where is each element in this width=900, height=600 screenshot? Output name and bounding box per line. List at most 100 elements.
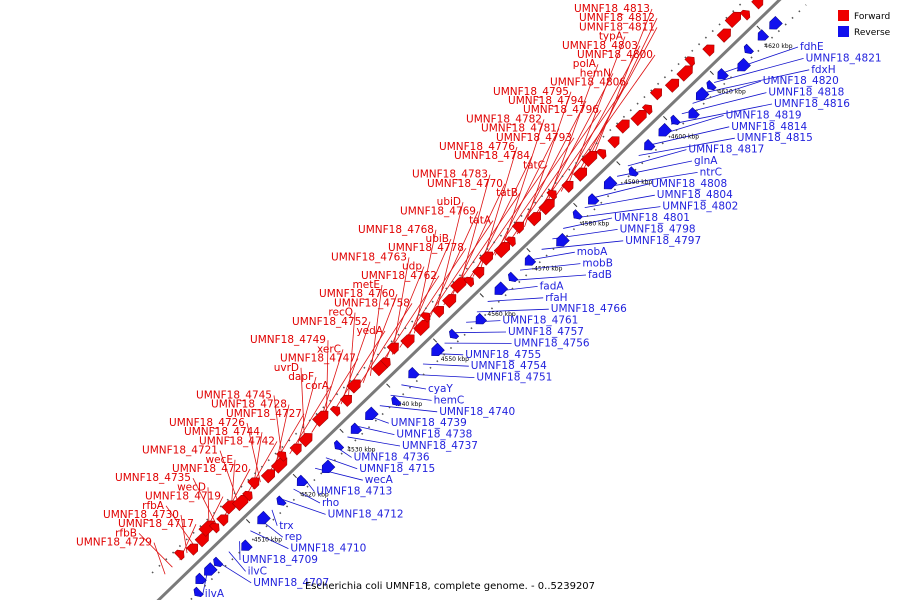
reverse-gene-label: UMNF18_4802: [662, 201, 738, 213]
forward-gene-label: tatB: [496, 187, 518, 199]
reverse-gene: [334, 439, 345, 451]
forward-gene-label: UMNF18_4721: [142, 445, 218, 457]
forward-gene: [209, 522, 220, 534]
reverse-gene: [204, 562, 218, 576]
forward-label-leader: [538, 73, 614, 213]
forward-gene-label: UMNF18_4758: [334, 297, 410, 309]
axis-tick: [432, 338, 438, 343]
forward-gene: [641, 104, 653, 115]
forward-label-leader: [553, 54, 656, 199]
forward-gene-label: UMNF18_4782: [466, 113, 542, 125]
reverse-gene: [508, 271, 519, 283]
reverse-label-leader: [627, 149, 687, 167]
reverse-label-leader: [563, 217, 613, 229]
reverse-label-leader: [347, 436, 401, 447]
forward-gene: [702, 44, 715, 57]
reverse-gene: [670, 114, 681, 125]
forward-gene: [511, 221, 524, 234]
axis-tick: [573, 202, 578, 208]
forward-label-leader: [377, 275, 440, 369]
forward-gene-label: corA: [305, 380, 330, 392]
forward-label-leader: [399, 247, 467, 348]
reverse-gene-label: fadA: [540, 280, 565, 292]
forward-gene-label: UMNF18_4783: [412, 169, 488, 181]
genome-axis-line: [156, 0, 782, 600]
reverse-gene-label: UMNF18_4707: [253, 577, 329, 589]
forward-gene-label: UMNF18_4803: [562, 40, 638, 52]
forward-label-leader: [326, 340, 329, 419]
forward-gene: [413, 319, 430, 336]
forward-gene-label: UMNF18_4781: [481, 123, 557, 135]
forward-label-leader: [494, 128, 560, 256]
reverse-gene-label: UMNF18_4804: [657, 189, 733, 201]
reverse-gene-label: UMNF18_4819: [726, 109, 802, 121]
forward-gene-label: uvrD: [274, 362, 299, 374]
forward-gene-label: ubiD: [437, 196, 461, 208]
reverse-gene-label: UMNF18_4816: [774, 98, 850, 110]
forward-gene: [493, 242, 511, 259]
reverse-gene: [688, 107, 700, 119]
reverse-label-leader: [649, 126, 730, 146]
axis-tick: [339, 428, 344, 433]
forward-gene-label: UMNF18_4776: [439, 141, 515, 153]
forward-label-leader: [421, 220, 494, 327]
reverse-gene-label: UMNF18_4821: [806, 52, 882, 64]
axis-tick-label: 4570 kbp: [534, 266, 562, 273]
forward-gene-label: metE: [353, 279, 380, 291]
forward-gene-label: typA: [599, 31, 624, 43]
reverse-gene: [524, 254, 537, 266]
forward-gene-label: UMNF18_4720: [172, 463, 248, 475]
axis-tick: [616, 161, 621, 166]
reverse-gene: [769, 16, 783, 30]
forward-label-leader: [246, 422, 261, 483]
forward-gene-label: UMNF18_4726: [169, 417, 245, 429]
forward-label-leader: [153, 542, 166, 575]
forward-label-leader: [165, 505, 195, 547]
reverse-gene-label: fadB: [588, 269, 612, 281]
forward-gene-label: UMNF18_4719: [145, 491, 221, 503]
reverse-label-leader: [228, 551, 246, 572]
reverse-gene-label: UMNF18_4756: [514, 337, 590, 349]
map-caption: Escherichia coli UMNF18, complete genome…: [305, 581, 595, 592]
forward-label-leader: [487, 137, 575, 263]
reverse-gene-label: UMNF18_4754: [471, 360, 547, 372]
reverse-label-leader: [487, 297, 544, 302]
forward-gene: [478, 251, 494, 266]
forward-label-leader: [370, 284, 383, 376]
forward-gene: [595, 148, 607, 160]
axis-tick: [245, 519, 251, 524]
forward-gene: [216, 514, 229, 527]
reverse-label-leader: [595, 183, 650, 198]
forward-gene: [538, 198, 555, 216]
axis-tick-label: 4620 kbp: [764, 43, 792, 50]
forward-gene: [751, 0, 764, 10]
forward-gene: [580, 150, 598, 167]
reverse-label-leader: [519, 263, 581, 271]
axis-tick: [479, 293, 484, 298]
forward-gene-label: UMNF18_4727: [226, 408, 302, 420]
reverse-label-leader: [606, 172, 698, 188]
forward-gene: [346, 379, 361, 394]
forward-gene-label: UMNF18_4728: [211, 399, 287, 411]
forward-gene: [607, 136, 620, 149]
forward-gene-label: UMNF18_4717: [118, 518, 194, 530]
reverse-gene-label: UMNF18_4757: [508, 326, 584, 338]
forward-gene-label: dapF: [288, 371, 314, 383]
forward-gene-label: UMNF18_4768: [358, 224, 434, 236]
reverse-label-leader: [714, 58, 804, 83]
forward-gene-label: wecE: [206, 454, 233, 466]
reverse-gene: [408, 366, 420, 379]
reverse-gene-label: wecA: [365, 474, 394, 486]
forward-gene: [247, 477, 260, 490]
axis-tick-label: 4580 kbp: [581, 220, 609, 227]
reverse-label-leader: [390, 394, 432, 401]
reverse-label-leader: [401, 384, 427, 390]
reverse-gene: [193, 586, 204, 598]
reverse-gene: [572, 209, 583, 220]
reverse-label-leader: [325, 457, 358, 470]
reverse-gene: [391, 395, 402, 406]
reverse-gene: [644, 139, 656, 151]
forward-label-leader: [273, 395, 283, 461]
reverse-gene-label: mobB: [582, 258, 613, 270]
